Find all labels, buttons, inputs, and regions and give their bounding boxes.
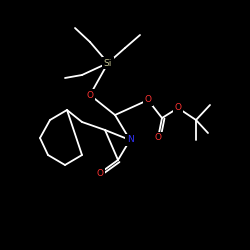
Text: O: O [154,134,162,142]
Text: N: N [127,136,134,144]
Text: O: O [86,90,94,100]
Text: O: O [174,104,182,112]
Text: O: O [144,96,152,104]
Text: O: O [96,168,103,177]
Text: Si: Si [104,58,112,68]
